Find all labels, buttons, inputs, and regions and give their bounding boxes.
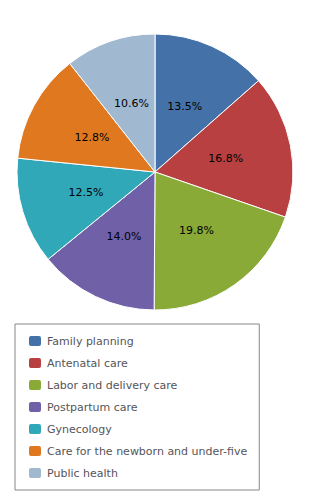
svg-text:10.6%: 10.6% xyxy=(114,97,149,110)
svg-text:Antenatal care: Antenatal care xyxy=(47,357,128,370)
svg-text:16.8%: 16.8% xyxy=(208,152,243,165)
svg-text:Family planning: Family planning xyxy=(47,335,134,348)
svg-text:Public health: Public health xyxy=(47,467,118,480)
svg-text:Labor and delivery care: Labor and delivery care xyxy=(47,379,178,392)
svg-text:Care for the newborn and under: Care for the newborn and under-five xyxy=(47,445,247,458)
svg-text:12.8%: 12.8% xyxy=(74,131,109,144)
svg-text:13.5%: 13.5% xyxy=(167,100,202,113)
svg-text:12.5%: 12.5% xyxy=(69,186,104,199)
svg-text:19.8%: 19.8% xyxy=(179,224,214,237)
svg-text:Postpartum care: Postpartum care xyxy=(47,401,138,414)
svg-text:14.0%: 14.0% xyxy=(106,230,141,243)
svg-text:Gynecology: Gynecology xyxy=(47,423,112,436)
